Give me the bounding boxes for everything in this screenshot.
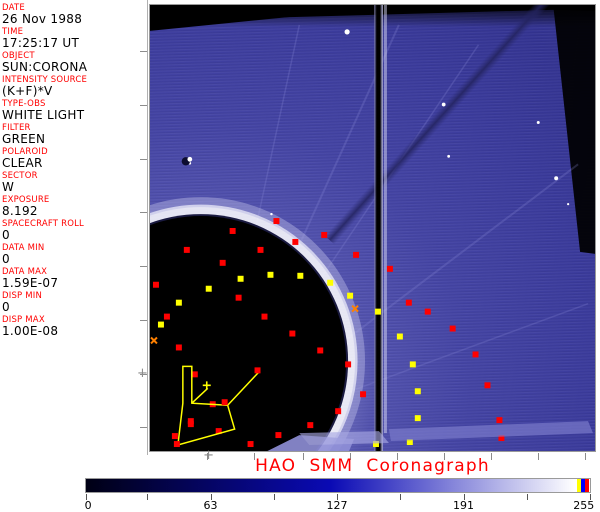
- metadata-key: INTENSITY SOURCE: [2, 75, 88, 85]
- metadata-key: DATA MIN: [2, 243, 45, 253]
- colorbar-tick: [590, 494, 591, 500]
- x-axis-tick: [397, 453, 399, 460]
- overlay-polygon: [177, 365, 261, 447]
- y-axis-crosshair: +: [137, 365, 148, 381]
- colorbar-label: 127: [326, 499, 348, 512]
- metadata-value: CLEAR: [2, 156, 43, 170]
- metadata-key: OBJECT: [2, 51, 35, 61]
- metadata-field: FILTER GREEN: [2, 123, 147, 146]
- metadata-value: 1.59E-07: [2, 276, 59, 290]
- colorbar-labels: 0 63 127 191 255: [84, 499, 595, 512]
- metadata-value: W: [2, 180, 15, 194]
- metadata-value: 0: [2, 228, 10, 242]
- colorbar-ticks: [85, 494, 591, 500]
- metadata-key: TYPE-OBS: [2, 99, 46, 109]
- colorbar-flag-0: [577, 479, 581, 492]
- metadata-field: DISP MIN 0: [2, 291, 147, 314]
- colorbar-tick: [337, 494, 338, 500]
- metadata-field: EXPOSURE 8.192: [2, 195, 147, 218]
- metadata-key: POLAROID: [2, 147, 48, 157]
- plot-title: HAO SMM Coronagraph: [255, 456, 490, 476]
- x-axis-crosshair: +: [203, 448, 215, 463]
- metadata-field: TIME 17:25:17 UT: [2, 27, 147, 50]
- metadata-value: 1.00E-08: [2, 324, 59, 338]
- colorbar-tick: [526, 494, 528, 500]
- colorbar-flag-2: [585, 479, 589, 492]
- metadata-field: SPACECRAFT ROLL 0: [2, 219, 147, 242]
- metadata-key: TIME: [2, 27, 24, 37]
- metadata-field: POLAROID CLEAR: [2, 147, 147, 170]
- metadata-key: SECTOR: [2, 171, 38, 181]
- metadata-field: SECTOR W: [2, 171, 147, 194]
- colorbar-gradient: [86, 479, 590, 492]
- metadata-value: SUN:CORONA: [2, 60, 88, 74]
- y-axis-tick: [140, 212, 147, 214]
- overlay-polygon-vertices: [173, 367, 261, 448]
- colorbar-tick: [147, 494, 149, 500]
- metadata-field: TYPE-OBS WHITE LIGHT: [2, 99, 147, 122]
- colorbar-tick: [86, 494, 87, 500]
- x-axis-tick: [537, 453, 539, 460]
- colorbar-tick: [210, 494, 212, 500]
- y-axis-tick: [140, 51, 147, 53]
- metadata-key: DISP MIN: [2, 291, 43, 301]
- x-axis-tick: [254, 453, 256, 460]
- metadata-value: 0: [2, 252, 10, 266]
- x-axis-tick: [444, 453, 446, 460]
- metadata-value: 0: [2, 300, 10, 314]
- metadata-field: OBJECT SUN:CORONA: [2, 51, 147, 74]
- colorbar-tick: [400, 494, 402, 500]
- y-axis-tick: [140, 266, 147, 268]
- overlay-yellow-markers: [157, 271, 421, 448]
- metadata-value: GREEN: [2, 132, 46, 146]
- y-axis-tick: [140, 319, 147, 321]
- metadata-value: 26 Nov 1988: [2, 12, 83, 26]
- colorbar-label: 255: [573, 499, 595, 512]
- metadata-key: FILTER: [2, 123, 31, 133]
- x-axis-tick: [207, 453, 209, 460]
- metadata-key: DATA MAX: [2, 267, 48, 277]
- colorbar[interactable]: [85, 478, 591, 493]
- x-axis-tick: [490, 453, 492, 460]
- metadata-value: 17:25:17 UT: [2, 36, 80, 50]
- y-axis-tick: [140, 373, 147, 375]
- y-axis-tick: [140, 104, 147, 106]
- coronagraph-image-frame[interactable]: [149, 4, 596, 452]
- metadata-key: SPACECRAFT ROLL: [2, 219, 84, 229]
- colorbar-flag-1: [581, 479, 585, 492]
- x-axis-tick: [303, 453, 305, 460]
- coronagraph-image: [150, 5, 595, 451]
- metadata-field: DATA MAX 1.59E-07: [2, 267, 147, 290]
- overlay-polygon-cross: [202, 381, 211, 390]
- colorbar-label: 63: [203, 499, 218, 512]
- metadata-field: INTENSITY SOURCE (K+F)*V: [2, 75, 147, 98]
- metadata-value: 8.192: [2, 204, 38, 218]
- metadata-field: DATE 26 Nov 1988: [2, 3, 147, 26]
- metadata-key: DATE: [2, 3, 25, 13]
- metadata-value: (K+F)*V: [2, 84, 53, 98]
- metadata-key: DISP MAX: [2, 315, 45, 325]
- y-axis-tick: [140, 158, 147, 160]
- x-axis-tick: [350, 453, 352, 460]
- metadata-panel: DATE 26 Nov 1988 TIME 17:25:17 UT OBJECT SUN:…: [0, 0, 148, 455]
- colorbar-label: 0: [84, 499, 92, 512]
- colorbar-tick: [463, 494, 465, 500]
- metadata-field: DISP MAX 1.00E-08: [2, 315, 147, 338]
- overlay-orange-markers: [150, 304, 359, 345]
- colorbar-widget[interactable]: 0 63 127 191 255: [84, 478, 595, 512]
- colorbar-label: 191: [453, 499, 474, 512]
- metadata-field: DATA MIN 0: [2, 243, 147, 266]
- metadata-value: WHITE LIGHT: [2, 108, 85, 122]
- x-axis-tick: [584, 453, 586, 460]
- y-axis-tick: [140, 427, 147, 429]
- metadata-key: EXPOSURE: [2, 195, 50, 205]
- colorbar-tick: [273, 494, 275, 500]
